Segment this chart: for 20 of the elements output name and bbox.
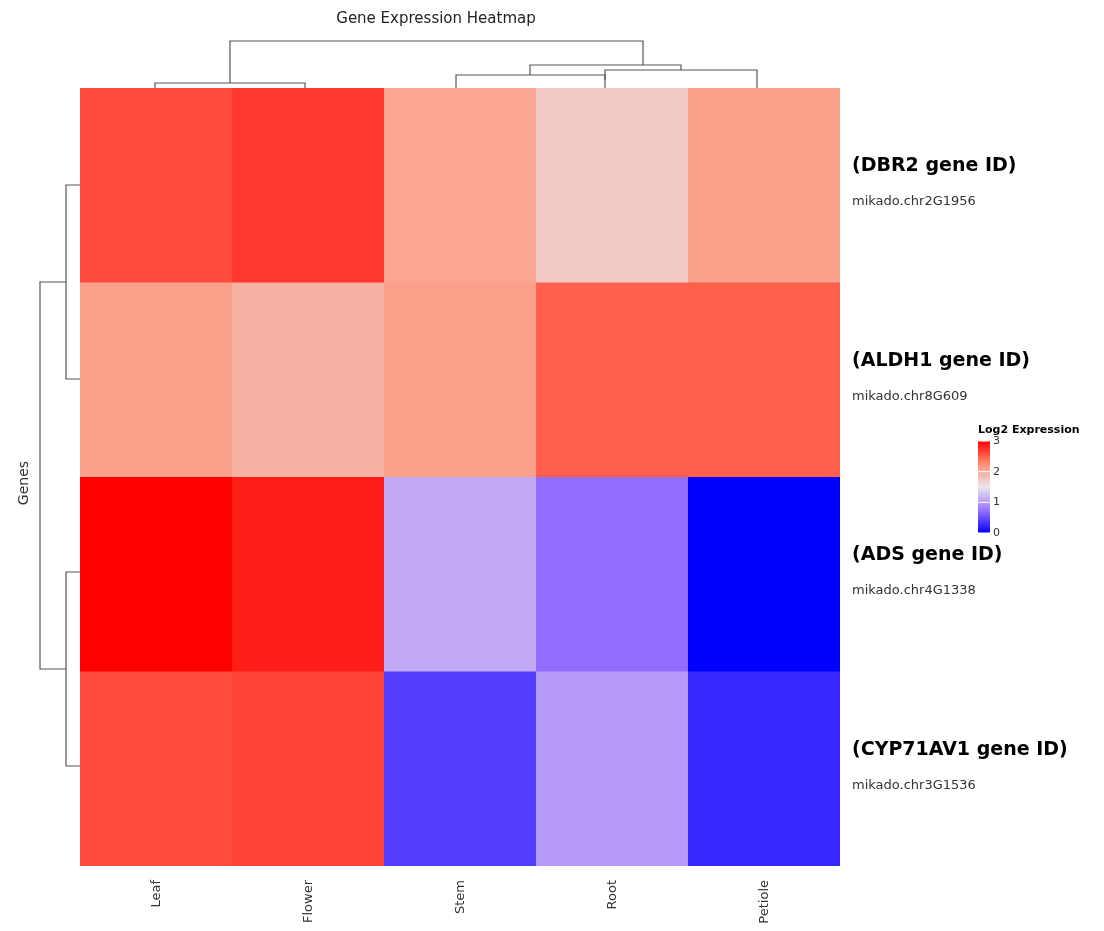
y-axis-title: Genes (15, 460, 31, 506)
text: (ADS gene ID) (852, 542, 1003, 565)
text: (CYP71AV1 gene ID) (852, 736, 1068, 759)
chart-title: Gene Expression Heatmap (336, 9, 536, 27)
x-tick-label: Root (603, 880, 619, 910)
color-bar-label: 3 (993, 434, 1000, 447)
text: (ALDH1 gene ID) (852, 347, 1031, 370)
y-tick-label: mikado.chr2G1956 (852, 193, 976, 209)
color-bar-label: 2 (993, 464, 1000, 478)
x-tick-label: Stem (451, 880, 467, 915)
color-bar-label: 1 (993, 495, 1000, 509)
text: (DBR2 gene ID) (852, 153, 1017, 176)
y-tick-label: mikado.chr8G609 (852, 387, 968, 403)
y-tick-label: mikado.chr4G1338 (852, 582, 976, 598)
x-tick-label: Flower (299, 879, 315, 924)
x-tick-label: Petiole (755, 880, 771, 924)
x-tick-label: Leaf (147, 879, 163, 908)
y-tick-label: mikado.chr3G1536 (852, 776, 976, 792)
color-bar-title: Log2 Expression (978, 423, 1080, 436)
color-bar-label: 0 (993, 526, 1000, 539)
